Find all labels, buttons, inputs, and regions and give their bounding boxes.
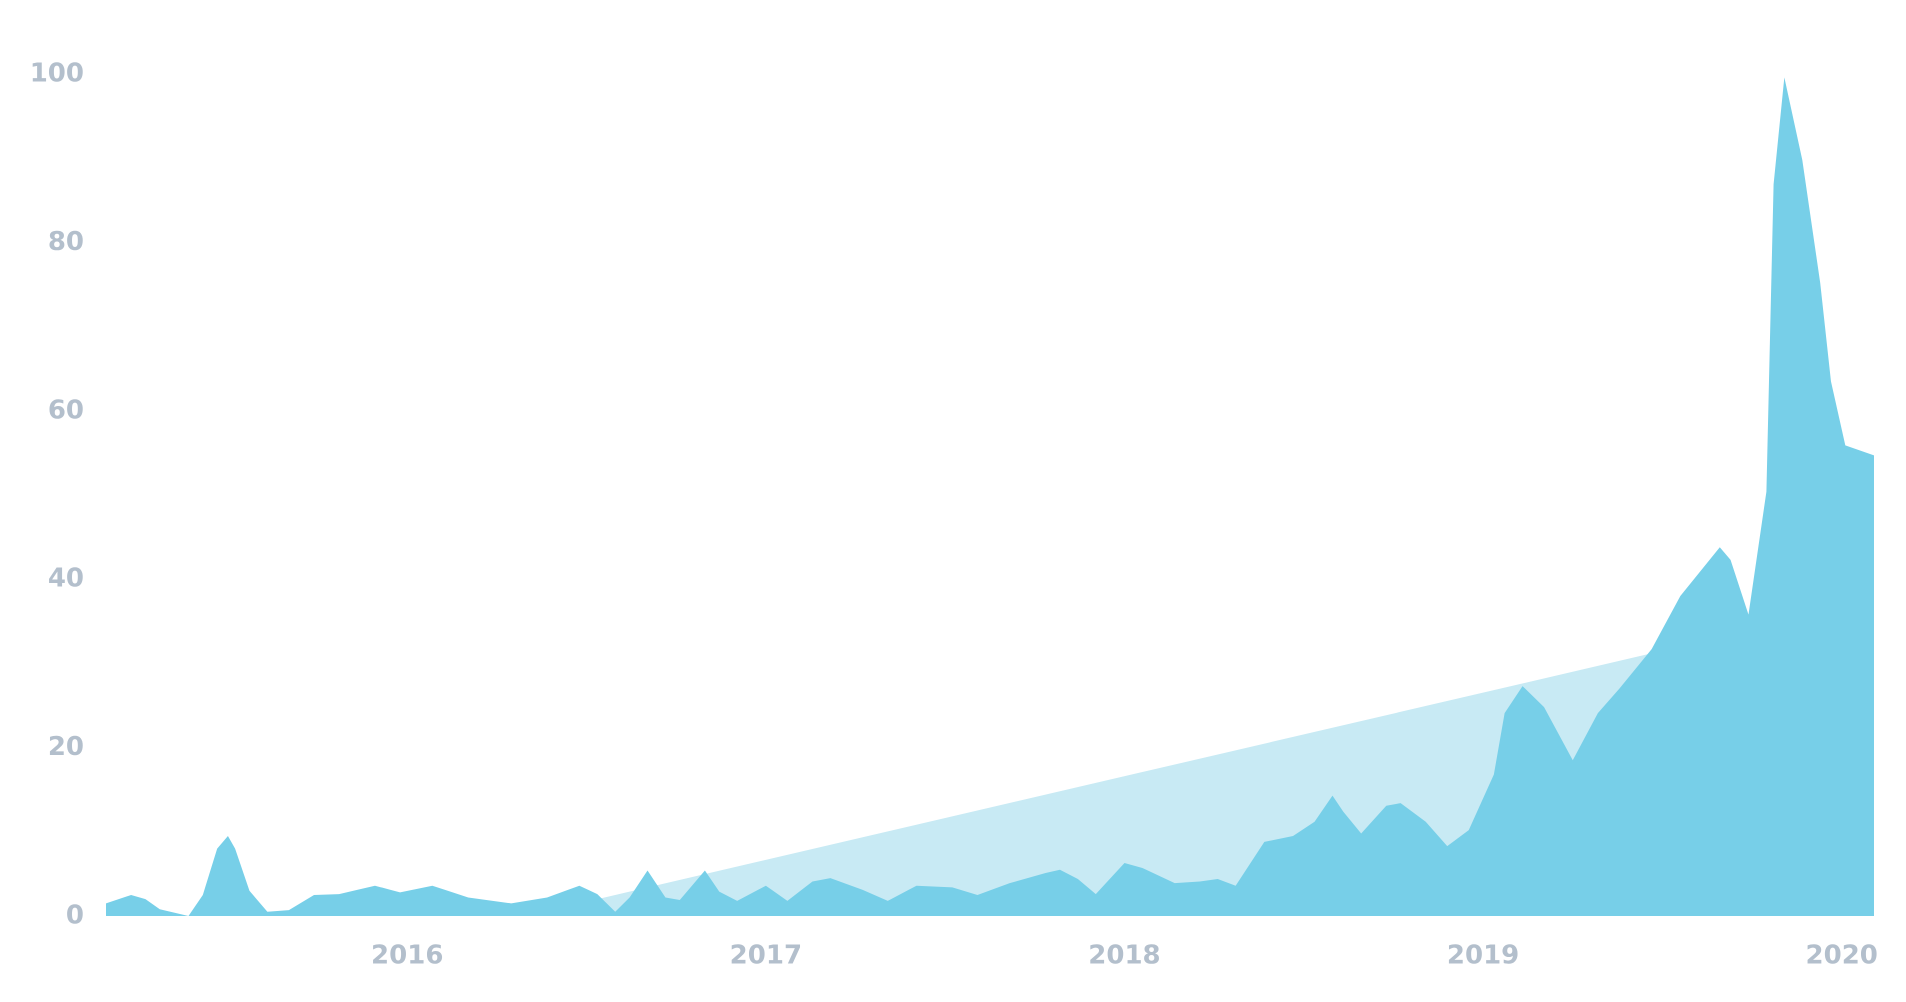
area bbox=[106, 77, 1874, 917]
y-tick-label: 0 bbox=[66, 901, 84, 931]
x-tick-label: 2020 bbox=[1806, 941, 1878, 971]
x-tick-label: 2018 bbox=[1088, 941, 1160, 971]
x-tick-label: 2016 bbox=[371, 941, 443, 971]
y-tick-label: 100 bbox=[30, 59, 84, 89]
x-tick-label: 2019 bbox=[1447, 941, 1519, 971]
y-tick-label: 20 bbox=[48, 732, 84, 762]
y-tick-label: 40 bbox=[48, 564, 84, 594]
x-tick-label: 2017 bbox=[730, 941, 802, 971]
y-tick-label: 80 bbox=[48, 227, 84, 257]
y-tick-label: 60 bbox=[48, 395, 84, 425]
